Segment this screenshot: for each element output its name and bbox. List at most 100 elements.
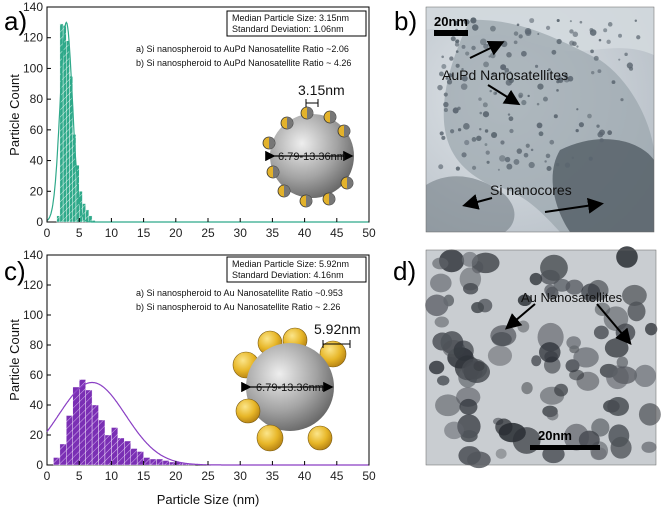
au-nanoparticle-blob (603, 399, 620, 413)
nanoparticle-dot (479, 111, 483, 115)
x-tick-label: 50 (362, 469, 376, 483)
nanoparticle-dot (500, 40, 508, 48)
y-tick-label: 20 (30, 428, 44, 442)
x-tick-label: 50 (362, 226, 376, 240)
scale-label-b: 20nm (434, 14, 468, 29)
nanoparticle-dot (536, 122, 543, 129)
au-nanoparticle-blob (634, 364, 657, 388)
x-tick-label: 20 (169, 226, 183, 240)
au-nanoparticle-blob (434, 316, 449, 328)
ratio-annotation-a2: b) Si nanospheroid to AuPd Nanosatellite… (136, 58, 351, 68)
aupd-satellite-shade (269, 137, 275, 149)
au-nanoparticle-blob (565, 279, 584, 295)
au-nanoparticle-blob (627, 301, 646, 322)
nanoparticle-dot (634, 19, 638, 23)
nanoparticle-dot (556, 38, 562, 45)
x-tick-label: 40 (298, 469, 312, 483)
au-nanoparticle-blob (425, 294, 449, 317)
nanoparticle-dot (452, 107, 459, 114)
nanoparticle-dot (507, 113, 511, 116)
nanoparticle-dot (513, 40, 518, 45)
nanoparticle-dot (563, 76, 570, 83)
ratio-annotation-c2: b) Si nanospheroid to Au Nanosatellite R… (136, 302, 340, 312)
nanoparticle-dot (455, 50, 459, 53)
nanoparticle-dot (597, 131, 604, 138)
nanoparticle-dot (606, 39, 611, 45)
histogram-bar-c-9 (111, 427, 119, 466)
au-nanoparticle-blob (444, 421, 465, 440)
nanoparticle-dot (486, 160, 490, 164)
nanoparticle-dot (482, 111, 490, 118)
au-nanoparticle-blob (563, 423, 590, 451)
nanoparticle-dot (448, 73, 453, 78)
nanoparticle-dot (598, 38, 602, 42)
nanoparticle-dot (450, 36, 456, 42)
nanoparticle-dot (461, 152, 467, 158)
y-tick-label: 80 (30, 92, 44, 106)
nanoparticle-dot (518, 92, 524, 98)
nanoparticle-dot (545, 153, 551, 159)
x-tick-label: 0 (44, 226, 51, 240)
histogram-chart-c: 0 5 10 15 20 25 30 35 40 45 50 0 20 40 60 80 100 120 140 P… (7, 248, 376, 507)
au-nanoparticle-blob (566, 336, 581, 350)
histogram-bar-c-16 (156, 458, 164, 466)
nanoparticle-dot (471, 24, 479, 31)
nanoparticle-dot (490, 52, 496, 59)
tem-image-d: Au Nanosatellites 20nm (425, 246, 661, 469)
x-tick-label: 35 (266, 469, 280, 483)
x-tick-label: 10 (105, 226, 119, 240)
aupd-satellite-shade (347, 177, 353, 189)
nanoparticle-dot (618, 33, 623, 38)
x-tick-label: 5 (76, 469, 83, 483)
label-aupd-nanosatellites: AuPd Nanosatellites (442, 67, 568, 83)
au-nanoparticle-blob (430, 273, 452, 293)
nanoparticle-dot (525, 143, 530, 148)
y-tick-label: 100 (23, 61, 43, 75)
nanoparticle-dot (454, 40, 458, 43)
nanoparticle-schematic-c: 6.79-13.36nm 5.92nm (232, 321, 361, 452)
scale-label-d: 20nm (538, 428, 572, 443)
nanoparticle-dot (596, 124, 600, 128)
au-nanoparticle-blob (608, 424, 630, 448)
stats-sd-c: Standard Deviation: 4.16nm (232, 270, 344, 280)
nanoparticle-dot (588, 156, 593, 161)
nanoparticle-dot (579, 20, 583, 24)
nanoparticle-dot (537, 32, 540, 35)
aupd-satellite-shade (306, 195, 312, 207)
nanoparticle-dot (437, 84, 443, 91)
nanoparticle-dot (556, 89, 559, 92)
nanoparticle-dot (457, 128, 462, 132)
nanoparticle-dot (500, 64, 507, 71)
core-size-label-a: 6.79-13.36nm (278, 151, 346, 163)
nanoparticle-dot (620, 98, 624, 102)
nanoparticle-dot (472, 165, 477, 170)
au-nanoparticle-blob (540, 254, 568, 281)
nanoparticle-dot (525, 29, 532, 37)
histogram-chart-a: 0 5 10 15 20 25 30 35 40 45 50 0 20 40 60 80 100 120 140 P… (7, 0, 376, 240)
au-nanoparticle-blob (453, 340, 474, 361)
nanoparticle-dot (626, 62, 633, 69)
x-tick-label: 45 (330, 226, 344, 240)
nanoparticle-dot (516, 148, 523, 154)
nanoparticle-dot (454, 42, 460, 47)
scale-bar-d (530, 445, 600, 450)
y-tick-label: 140 (23, 0, 43, 14)
nanoparticle-dot (530, 148, 534, 152)
nanoparticle-dot (439, 131, 444, 136)
nanoparticle-dot (491, 131, 498, 139)
nanoparticle-dot (578, 122, 584, 128)
au-nanoparticle-blob (554, 383, 569, 397)
au-nanoparticle-blob (467, 451, 491, 469)
ratio-annotation-c1: a) Si nanospheroid to Au Nanosatellite R… (136, 288, 343, 298)
x-tick-label: 30 (234, 226, 248, 240)
histogram-bar-a-3 (66, 40, 70, 223)
y-tick-label: 120 (23, 278, 43, 292)
histogram-bar-c-4 (78, 379, 86, 466)
x-tick-label: 15 (137, 469, 151, 483)
au-nanoparticle-blob (544, 284, 556, 296)
nanoparticle-dot (571, 156, 575, 160)
nanoparticle-dot (443, 108, 448, 113)
au-nanoparticle-blob (471, 302, 485, 314)
nanoparticle-dot (499, 155, 506, 162)
y-tick-label: 80 (30, 338, 44, 352)
